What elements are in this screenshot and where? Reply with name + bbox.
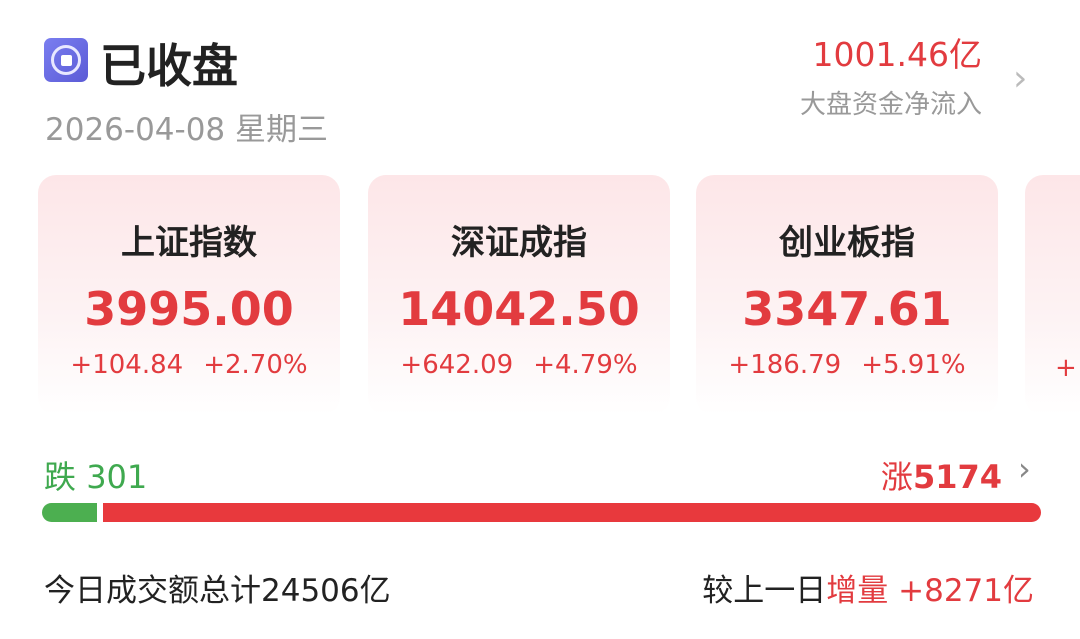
index-pct: +4.79% (533, 350, 638, 380)
fund-flow-label[interactable]: 大盘资金净流入 (799, 90, 982, 120)
up-count: 5174 (912, 458, 1002, 496)
closed-market-icon (44, 38, 88, 82)
compare-type: 增量 (826, 573, 889, 609)
turnover-value: 24506亿 (261, 573, 391, 609)
trade-date: 2026-04-08 星期三 (45, 104, 328, 149)
index-pct: +2.70% (203, 350, 308, 380)
advancers[interactable]: 涨5174 (881, 452, 1002, 498)
index-change: +104.84 (70, 350, 184, 380)
chevron-right-icon[interactable]: › (1013, 58, 1028, 99)
index-card-cyb[interactable]: 创业板指 3347.61 +186.79 +5.91% (696, 175, 998, 415)
index-value: 3347.61 (742, 282, 952, 336)
index-name: 上证指数 (121, 223, 257, 263)
turnover-compare: 较上一日增量 +8271亿 (702, 565, 1034, 610)
index-value: 14042.50 (398, 282, 640, 336)
compare-value: +8271亿 (898, 573, 1034, 609)
chevron-right-icon[interactable]: › (1018, 450, 1031, 488)
down-label: 跌 (44, 458, 77, 496)
advancers-bar (103, 503, 1041, 522)
index-card-sz[interactable]: 深证成指 14042.50 +642.09 +4.79% (368, 175, 670, 415)
compare-label: 较上一日 (702, 573, 827, 609)
index-name: 深证成指 (451, 223, 587, 263)
market-status: 已收盘 (100, 39, 238, 93)
index-pct: +5.91% (861, 350, 966, 380)
weekday: 星期三 (235, 112, 329, 148)
index-change: +642.09 (400, 350, 514, 380)
index-change: + (1055, 353, 1077, 383)
fund-flow-value[interactable]: 1001.46亿 (812, 35, 982, 74)
decliners-bar (42, 503, 97, 522)
decliners: 跌 301 (44, 452, 147, 498)
index-card-sh[interactable]: 上证指数 3995.00 +104.84 +2.70% (38, 175, 340, 415)
date: 2026-04-08 (45, 112, 226, 148)
index-card-4[interactable]: + (1025, 175, 1080, 415)
index-change: +186.79 (728, 350, 842, 380)
down-count: 301 (86, 458, 148, 496)
up-label: 涨 (880, 458, 913, 496)
turnover: 今日成交额总计24506亿 (44, 565, 391, 610)
turnover-label: 今日成交额总计 (44, 573, 261, 609)
index-value: 3995.00 (84, 282, 294, 336)
index-name: 创业板指 (779, 223, 915, 263)
